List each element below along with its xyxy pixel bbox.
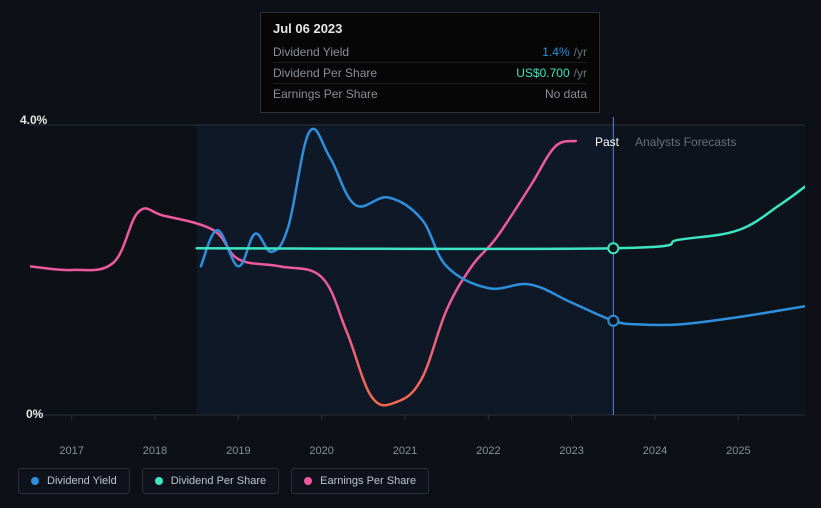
legend-label: Dividend Per Share	[171, 475, 266, 487]
x-axis-year-label: 2018	[143, 445, 167, 457]
x-axis-year-label: 2017	[59, 445, 83, 457]
x-axis-year-label: 2020	[309, 445, 333, 457]
tooltip-row-value: US$0.700/yr	[516, 66, 587, 80]
legend-item[interactable]: Earnings Per Share	[291, 468, 429, 494]
tooltip-row: Dividend Per Share US$0.700/yr	[273, 62, 587, 83]
legend-item[interactable]: Dividend Yield	[18, 468, 130, 494]
tooltip-row-value: No data	[545, 87, 587, 101]
x-axis-year-label: 2025	[726, 445, 750, 457]
legend-dot	[304, 477, 312, 485]
tooltip-row-label: Dividend Yield	[273, 45, 349, 59]
legend-label: Dividend Yield	[47, 475, 117, 487]
legend-label: Earnings Per Share	[320, 475, 416, 487]
x-axis-year-label: 2019	[226, 445, 250, 457]
x-axis-year-label: 2022	[476, 445, 500, 457]
chart-legend: Dividend Yield Dividend Per Share Earnings…	[18, 468, 429, 494]
region-forecast-label: Analysts Forecasts	[635, 135, 736, 149]
x-axis-year-label: 2021	[393, 445, 417, 457]
tooltip-row: Dividend Yield 1.4%/yr	[273, 42, 587, 62]
legend-item[interactable]: Dividend Per Share	[142, 468, 279, 494]
tooltip-row-label: Earnings Per Share	[273, 87, 378, 101]
x-axis-year-label: 2023	[559, 445, 583, 457]
tooltip-row-label: Dividend Per Share	[273, 66, 377, 80]
y-axis-max-label: 4.0%	[20, 113, 47, 127]
legend-dot	[31, 477, 39, 485]
x-axis-year-label: 2024	[643, 445, 667, 457]
legend-dot	[155, 477, 163, 485]
tooltip-row-value: 1.4%/yr	[542, 45, 587, 59]
tooltip-date: Jul 06 2023	[273, 21, 587, 36]
region-past-label: Past	[595, 135, 619, 149]
y-axis-min-label: 0%	[26, 407, 43, 421]
tooltip-row: Earnings Per Share No data	[273, 83, 587, 104]
chart-tooltip: Jul 06 2023 Dividend Yield1.4%/yrDividen…	[260, 12, 600, 113]
